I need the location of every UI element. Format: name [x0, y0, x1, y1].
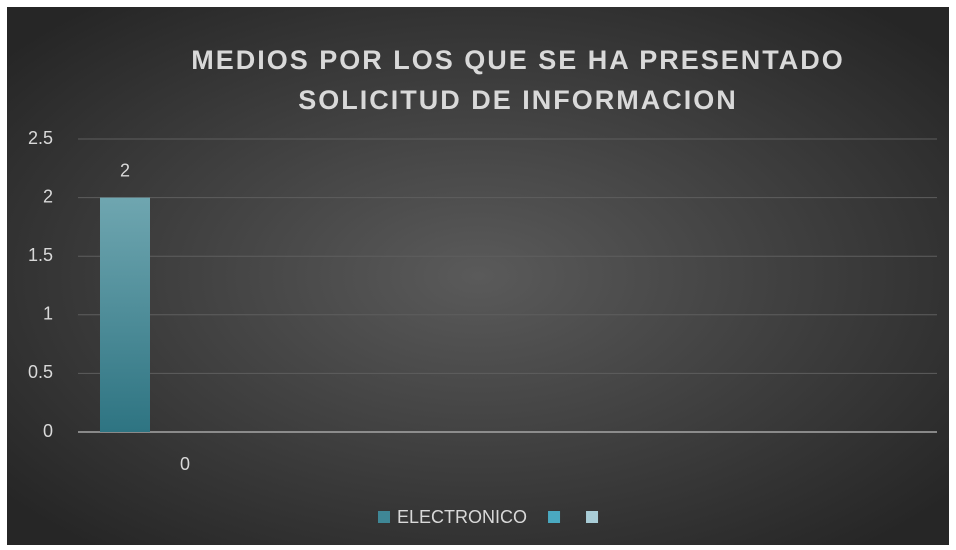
chart-title: MEDIOS POR LOS QUE SE HA PRESENTADO	[191, 45, 845, 75]
legend-swatch	[548, 511, 561, 523]
chart-title: SOLICITUD DE INFORMACION	[298, 85, 738, 115]
y-tick-label: 2	[43, 186, 53, 206]
legend-label: ELECTRONICO	[397, 507, 527, 527]
bar	[100, 197, 150, 432]
y-tick-label: 0	[43, 421, 53, 441]
y-tick-label: 1.5	[28, 245, 53, 265]
legend-swatch	[586, 511, 599, 523]
data-label: 2	[120, 160, 130, 180]
data-label: 0	[180, 454, 190, 474]
legend-swatch	[378, 511, 390, 523]
y-tick-label: 1	[43, 304, 53, 324]
y-tick-label: 0.5	[28, 362, 53, 382]
chart-background	[7, 7, 949, 545]
y-tick-label: 2.5	[28, 128, 53, 148]
